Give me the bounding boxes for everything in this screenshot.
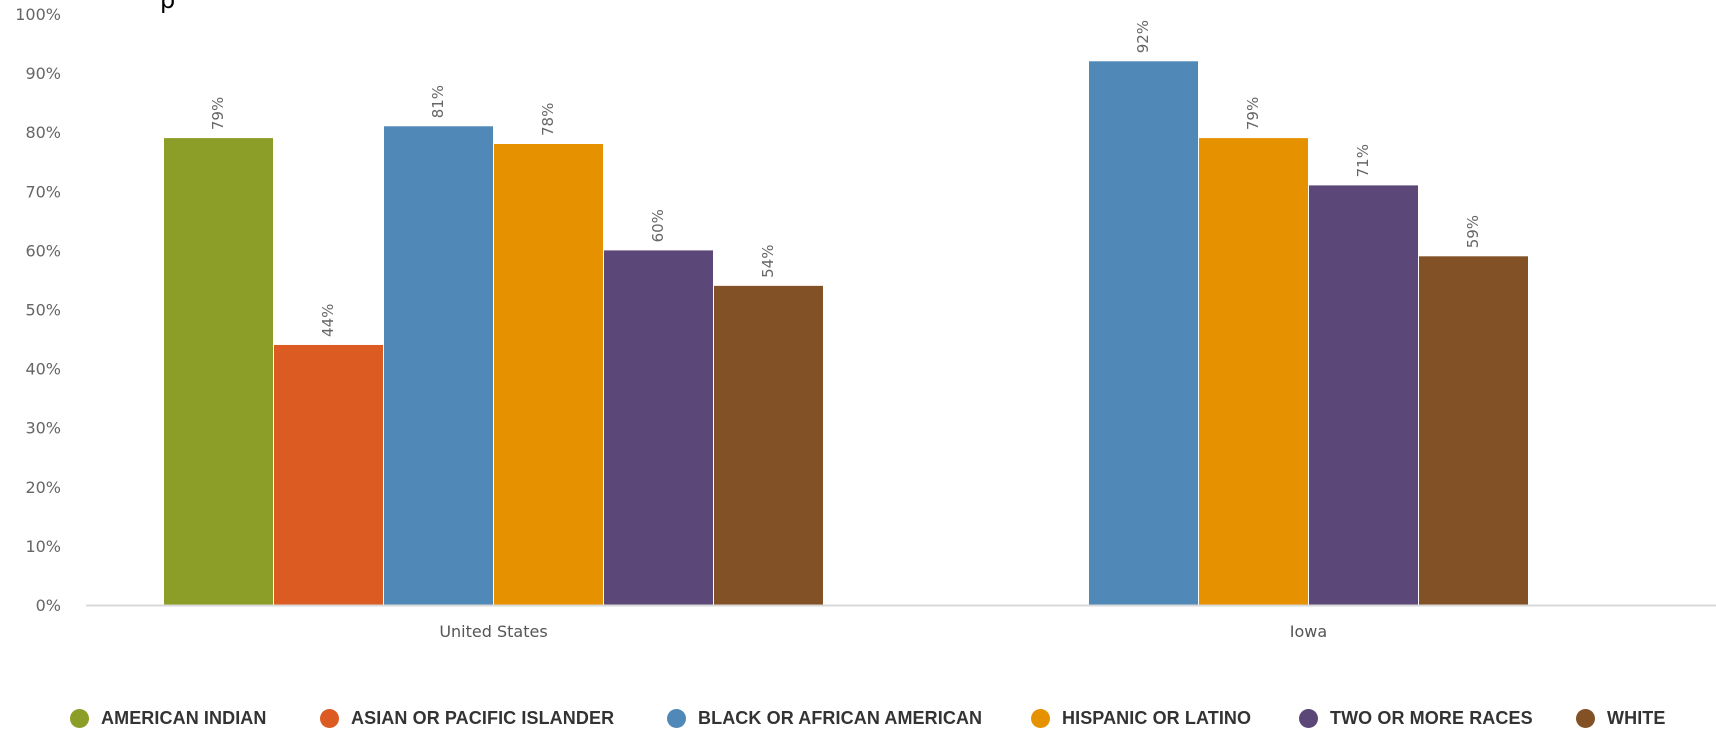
data-label: 92% (1134, 20, 1152, 53)
legend-item[interactable]: BLACK OR AFRICAN AMERICAN (667, 706, 982, 730)
data-label: 78% (539, 103, 557, 136)
y-tick-label: 90% (25, 64, 61, 83)
bar-white-united-states[interactable] (714, 285, 823, 605)
data-label: 79% (209, 97, 227, 130)
legend-label: BLACK OR AFRICAN AMERICAN (698, 707, 983, 728)
legend-marker (70, 708, 89, 728)
bar-white-iowa[interactable] (1419, 256, 1528, 605)
data-label: 59% (1464, 215, 1482, 248)
legend-marker (320, 708, 339, 728)
y-tick-label: 80% (25, 123, 61, 142)
legend-item[interactable]: AMERICAN INDIAN (70, 706, 267, 730)
data-label: 54% (759, 245, 777, 278)
data-label: 44% (319, 304, 337, 337)
x-category-label: Iowa (1290, 622, 1327, 641)
y-tick-label: 60% (25, 241, 61, 260)
bar-hispanic-or-latino-united-states[interactable] (494, 144, 603, 605)
bar-chart: p 0% 10% 20% 30% 40% 50% 60% 70% 80% 90% 100% 79% 4… (15, 0, 1716, 641)
legend-label: ASIAN OR PACIFIC ISLANDER (351, 707, 615, 728)
y-tick-label: 50% (25, 301, 61, 320)
legend-label: HISPANIC OR LATINO (1062, 707, 1252, 728)
legend-marker (1299, 708, 1318, 728)
legend-label: AMERICAN INDIAN (101, 707, 267, 728)
y-tick-label: 10% (25, 537, 61, 556)
bar-black-or-african-american-united-states[interactable] (384, 126, 493, 605)
y-tick-label: 30% (25, 419, 61, 438)
bar-american-indian-united-states[interactable] (164, 138, 273, 606)
legend: AMERICAN INDIAN ASIAN OR PACIFIC ISLANDER… (70, 706, 1710, 730)
legend-marker (1031, 708, 1050, 728)
bar-asian-or-pacific-islander-united-states[interactable] (274, 344, 383, 605)
data-label: 71% (1354, 144, 1372, 177)
y-tick-label: 100% (15, 5, 61, 24)
data-labels: 79% 44% 81% 78% 60% 54% 92% 79% 71% 59% (209, 20, 1482, 337)
bars (164, 61, 1528, 606)
y-tick-label: 20% (25, 478, 61, 497)
legend-item[interactable]: ASIAN OR PACIFIC ISLANDER (320, 706, 614, 730)
legend-item[interactable]: TWO OR MORE RACES (1299, 706, 1533, 730)
y-axis: 0% 10% 20% 30% 40% 50% 60% 70% 80% 90% 100% (15, 5, 61, 615)
bar-two-or-more-races-iowa[interactable] (1309, 185, 1418, 605)
x-category-label: United States (439, 622, 547, 641)
y-tick-label: 0% (36, 596, 61, 615)
y-tick-label: 70% (25, 182, 61, 201)
data-label: 79% (1244, 97, 1262, 130)
legend-marker (667, 708, 686, 728)
bar-black-or-african-american-iowa[interactable] (1089, 61, 1198, 605)
bar-two-or-more-races-united-states[interactable] (604, 250, 713, 605)
legend-label: TWO OR MORE RACES (1330, 707, 1533, 728)
legend-marker (1576, 708, 1595, 728)
data-label: 60% (649, 209, 667, 242)
y-tick-label: 40% (25, 360, 61, 379)
legend-label: WHITE (1607, 707, 1666, 728)
data-label: 81% (429, 85, 447, 118)
legend-item[interactable]: HISPANIC OR LATINO (1031, 706, 1251, 730)
legend-item[interactable]: WHITE (1576, 706, 1666, 730)
bar-hispanic-or-latino-iowa[interactable] (1199, 138, 1308, 606)
chart-title-partial: p (160, 0, 175, 14)
x-axis: United States Iowa (86, 604, 1716, 641)
